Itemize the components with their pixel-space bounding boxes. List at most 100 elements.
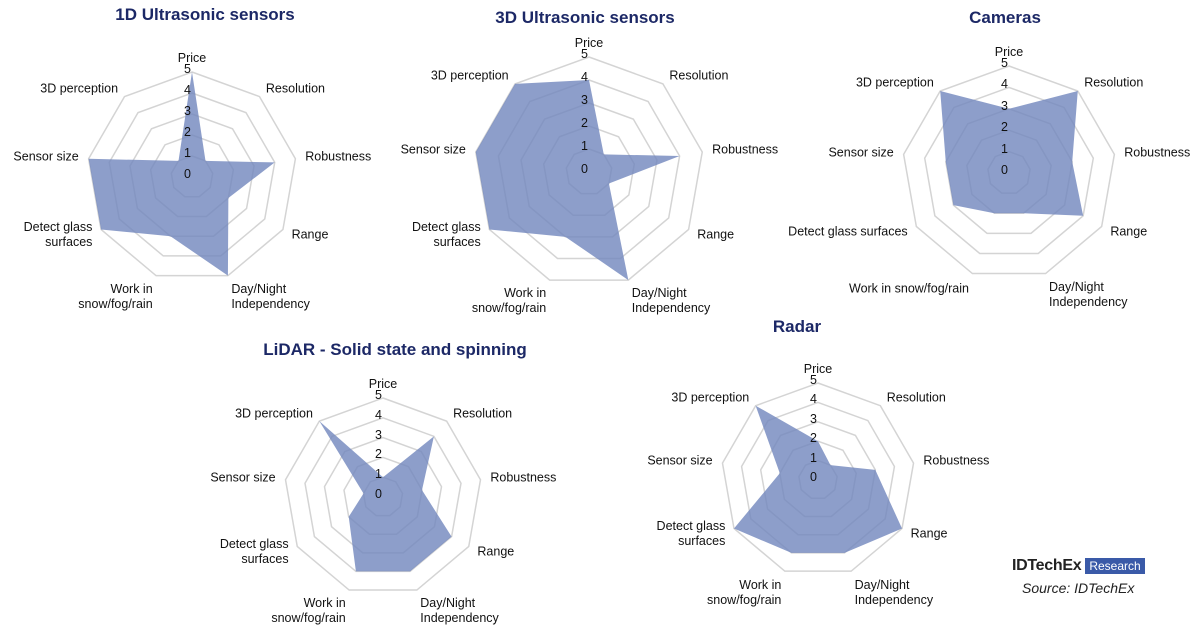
axis-label: Sensor size (210, 470, 276, 485)
radar-chart-0 (87, 71, 297, 277)
radar-chart-3 (284, 397, 482, 591)
tick-label: 0 (184, 167, 191, 181)
tick-label: 1 (810, 450, 817, 465)
chart-title: 3D Ultrasonic sensors (495, 8, 675, 27)
axis-label: Detect glass surfaces (219, 536, 289, 566)
grid-ring (923, 86, 1095, 255)
tick-label: 3 (184, 104, 191, 118)
axis-label: Price (803, 362, 833, 376)
axis-label: Work in snow/fog/rain (707, 577, 782, 607)
axis-label: Resolution (1084, 75, 1144, 90)
tick-label: 2 (581, 116, 588, 130)
axis-label: 3D perception (40, 81, 119, 96)
tick-label: 1 (581, 139, 588, 153)
tick-label: 2 (810, 431, 817, 446)
radar-chart-2 (902, 65, 1116, 275)
axis-label: Work in snow/fog/rain (78, 282, 153, 312)
axis-label: Work in snow/fog/rain (849, 281, 969, 296)
tick-label: 0 (810, 470, 817, 484)
axis-label: Robustness (1124, 145, 1191, 160)
tick-label: 5 (810, 373, 817, 387)
tick-label: 5 (1001, 56, 1008, 70)
axis-label: Range (477, 544, 515, 558)
axis-label: Price (368, 377, 398, 391)
tick-label: 2 (184, 125, 191, 139)
chart-title: LiDAR - Solid state and spinning (263, 340, 527, 359)
series-area (88, 72, 275, 276)
axis-label: 3D perception (671, 390, 750, 405)
axis-label: Price (994, 45, 1024, 59)
grid-ring (902, 65, 1116, 275)
grid-ring (108, 92, 276, 257)
tick-label: 4 (184, 83, 191, 97)
axis-label: Day/Night Independency (854, 577, 934, 607)
axis-label: Day/Night Independency (231, 282, 310, 312)
axis-label: Work in snow/fog/rain (271, 596, 346, 626)
axis-label: Sensor size (13, 149, 79, 164)
series-area (733, 405, 903, 553)
axis-label: Resolution (453, 406, 513, 420)
axis-label: Resolution (886, 390, 946, 405)
axis-label: 3D perception (235, 406, 313, 420)
axis-label: Detect glass surfaces (411, 219, 481, 249)
axis-label: Day/Night Independency (631, 286, 711, 316)
tick-label: 5 (581, 47, 588, 61)
tick-label: 0 (375, 487, 382, 501)
tick-label: 0 (1001, 163, 1008, 177)
axis-label: Work in snow/fog/rain (471, 286, 547, 316)
series-area (940, 91, 1084, 216)
idtechex-logo: IDTechEx Research (1012, 557, 1145, 575)
axis-label: Range (697, 227, 735, 241)
chart-title: 1D Ultrasonic sensors (115, 5, 295, 24)
tick-label: 1 (1001, 141, 1008, 156)
axis-label: Detect glass surfaces (656, 518, 726, 548)
tick-label: 2 (375, 447, 382, 462)
axis-label: Sensor size (400, 142, 466, 157)
grid-ring (87, 71, 297, 277)
axis-label: Day/Night Independency (420, 596, 499, 626)
tick-label: 4 (810, 392, 817, 407)
source-note: Source: IDTechEx (1022, 580, 1135, 596)
axis-label: Price (574, 36, 604, 50)
tick-label: 1 (184, 146, 191, 160)
axis-label: Resolution (669, 68, 729, 83)
tick-label: 3 (1001, 98, 1008, 113)
logo-text: IDTechEx (1012, 557, 1082, 574)
radar-chart-1 (474, 56, 704, 281)
axis-label: Detect glass surfaces (788, 224, 908, 238)
tick-label: 3 (810, 411, 817, 426)
tick-label: 3 (581, 93, 588, 107)
axis-label: Resolution (265, 81, 325, 96)
series-area (319, 421, 452, 572)
tick-label: 4 (375, 407, 382, 422)
series-area (475, 80, 680, 281)
radar-chart-4 (721, 382, 915, 572)
tick-label: 0 (581, 162, 588, 176)
axis-label: Sensor size (647, 453, 713, 468)
axis-label: Sensor size (828, 145, 894, 160)
axis-label: Day/Night Independency (1049, 279, 1128, 309)
axis-label: Robustness (712, 142, 779, 157)
tick-label: 5 (184, 62, 191, 76)
axis-label: Range (910, 526, 948, 540)
axis-label: Robustness (490, 470, 557, 485)
tick-label: 1 (375, 467, 382, 482)
axis-label: Range (291, 227, 329, 241)
grid-ring (721, 382, 915, 572)
tick-label: 3 (375, 427, 382, 442)
logo-badge: Research (1085, 558, 1145, 574)
axis-label: Price (177, 51, 207, 65)
tick-label: 4 (1001, 77, 1008, 92)
tick-label: 5 (375, 388, 382, 402)
grid-ring (284, 397, 482, 591)
chart-title: Cameras (969, 8, 1041, 27)
chart-title: Radar (772, 317, 822, 336)
axis-label: Robustness (923, 453, 990, 468)
tick-label: 4 (581, 70, 588, 84)
axis-label: 3D perception (855, 75, 934, 90)
axis-label: Detect glass surfaces (23, 219, 93, 249)
axis-label: Range (1110, 224, 1148, 238)
tick-label: 2 (1001, 120, 1008, 135)
